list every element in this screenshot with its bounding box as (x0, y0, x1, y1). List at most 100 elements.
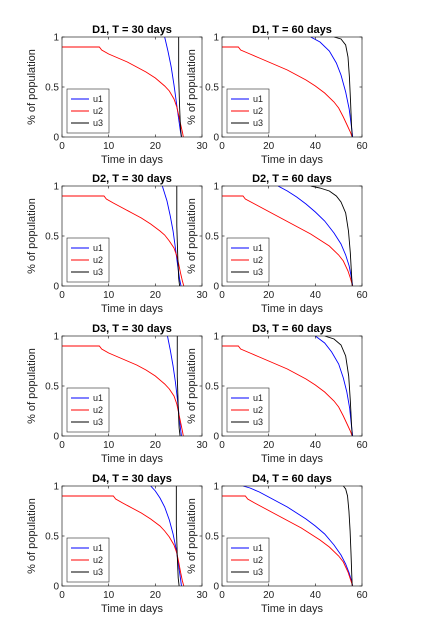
series-line-u3 (333, 37, 353, 137)
series-line-u1 (150, 486, 182, 586)
x-tick-label: 0 (59, 141, 65, 152)
legend-label-u1: u1 (253, 393, 263, 403)
chart-title: D2, T = 30 days (92, 173, 172, 185)
series-line-u1 (315, 336, 354, 436)
series-line-u3 (310, 186, 353, 286)
x-tick-label: 20 (150, 141, 162, 152)
plot-area (62, 37, 184, 137)
y-tick-label: 0 (213, 282, 219, 293)
series-line-u1 (161, 186, 182, 286)
chart-title: D2, T = 60 days (252, 173, 332, 185)
y-axis-label: % of population (26, 198, 38, 274)
legend-label-u1: u1 (93, 243, 103, 253)
x-axis-label: Time in days (261, 303, 323, 315)
x-axis-label: Time in days (261, 453, 323, 465)
x-tick-label: 60 (356, 141, 368, 152)
x-tick-label: 0 (219, 290, 225, 301)
series-line-u2 (222, 345, 353, 436)
x-tick-label: 0 (59, 290, 65, 301)
series-line-u1 (277, 186, 354, 286)
x-tick-label: 20 (150, 440, 162, 451)
y-tick-label: 0 (213, 432, 219, 443)
legend-label-u3: u3 (93, 118, 103, 128)
legend-label-u3: u3 (253, 417, 263, 427)
y-tick-label: 0.5 (205, 532, 219, 543)
series-line-u3 (175, 486, 180, 586)
legend: u1 u2 u3 (66, 537, 110, 583)
plot-area (222, 336, 354, 436)
legend-label-u1: u1 (253, 243, 263, 253)
series-line-u2 (62, 495, 185, 586)
x-tick-label: 20 (263, 141, 275, 152)
y-axis-label: % of population (186, 498, 198, 574)
series-line-u3 (176, 336, 181, 436)
y-tick-label: 0.5 (45, 83, 59, 94)
y-axis-label: % of population (26, 49, 38, 125)
chart-panel-7: 0 10 20 30 0 0.5 1 D4, T = 30 days Time in days%… (26, 473, 208, 615)
x-axis-label: Time in days (101, 603, 163, 615)
series-line-u3 (178, 37, 182, 137)
y-axis-label: % of population (186, 348, 198, 424)
x-tick-label: 40 (310, 590, 322, 601)
x-tick-label: 30 (196, 590, 208, 601)
y-tick-label: 0.5 (45, 232, 59, 243)
series-line-u1 (310, 37, 354, 137)
legend-label-u3: u3 (93, 567, 103, 577)
y-tick-label: 0.5 (205, 232, 219, 243)
y-tick-label: 1 (53, 33, 59, 44)
series-line-u2 (62, 345, 184, 436)
legend: u1 u2 u3 (66, 237, 110, 283)
x-tick-label: 30 (196, 440, 208, 451)
chart-title: D4, T = 30 days (92, 473, 172, 485)
x-axis-label: Time in days (101, 154, 163, 166)
legend-label-u2: u2 (253, 106, 263, 116)
x-axis-label: Time in days (101, 453, 163, 465)
x-axis-label: Time in days (261, 154, 323, 166)
y-tick-label: 0 (53, 133, 59, 144)
x-tick-label: 20 (263, 440, 275, 451)
legend: u1 u2 u3 (226, 537, 270, 583)
y-tick-label: 0 (213, 582, 219, 593)
y-tick-label: 1 (213, 182, 219, 193)
legend-label-u2: u2 (253, 555, 263, 565)
chart-panel-6: 0 20 40 60 0 0.5 1 D3, T = 60 days Time in days%… (186, 323, 368, 465)
legend-label-u2: u2 (93, 555, 103, 565)
x-tick-label: 20 (150, 590, 162, 601)
legend-label-u2: u2 (253, 255, 263, 265)
x-tick-label: 0 (219, 141, 225, 152)
series-line-u3 (342, 486, 353, 586)
x-tick-label: 30 (196, 290, 208, 301)
chart-title: D3, T = 60 days (252, 323, 332, 335)
legend-label-u3: u3 (253, 567, 263, 577)
x-tick-label: 20 (263, 590, 275, 601)
legend-label-u2: u2 (93, 405, 103, 415)
x-tick-label: 40 (310, 141, 322, 152)
y-axis-label: % of population (186, 198, 198, 274)
legend-label-u1: u1 (93, 543, 103, 553)
legend-label-u1: u1 (253, 543, 263, 553)
y-tick-label: 0 (53, 432, 59, 443)
x-tick-label: 60 (356, 440, 368, 451)
series-line-u1 (167, 336, 182, 436)
legend-label-u2: u2 (253, 405, 263, 415)
y-tick-label: 0 (213, 133, 219, 144)
x-tick-label: 60 (356, 290, 368, 301)
legend-label-u3: u3 (253, 267, 263, 277)
series-line-u3 (324, 336, 353, 436)
y-tick-label: 1 (53, 482, 59, 493)
chart-title: D1, T = 60 days (252, 24, 332, 36)
y-axis-label: % of population (186, 49, 198, 125)
y-tick-label: 1 (213, 33, 219, 44)
x-tick-label: 0 (59, 440, 65, 451)
chart-title: D4, T = 60 days (252, 473, 332, 485)
plot-area (222, 486, 354, 586)
chart-panel-3: 0 10 20 30 0 0.5 1 D2, T = 30 days Time in days%… (26, 173, 208, 315)
x-tick-label: 10 (103, 440, 115, 451)
series-line-u2 (222, 495, 354, 586)
y-tick-label: 0.5 (45, 532, 59, 543)
plot-area (62, 336, 184, 436)
x-tick-label: 40 (310, 440, 322, 451)
chart-panel-2: 0 20 40 60 0 0.5 1 D1, T = 60 days Time in days%… (186, 24, 368, 166)
series-line-u2 (62, 195, 185, 286)
